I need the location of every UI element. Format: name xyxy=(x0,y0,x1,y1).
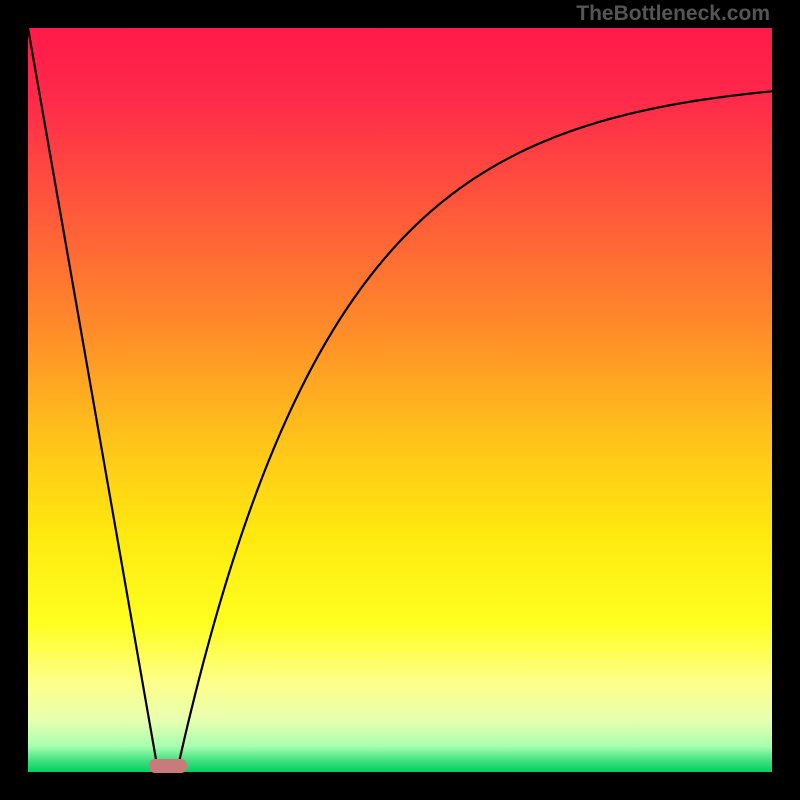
watermark-text: TheBottleneck.com xyxy=(576,2,770,26)
plot-area xyxy=(28,28,772,772)
bottleneck-marker xyxy=(149,759,187,773)
curve-layer xyxy=(28,28,772,772)
chart-container: TheBottleneck.com xyxy=(0,0,800,800)
